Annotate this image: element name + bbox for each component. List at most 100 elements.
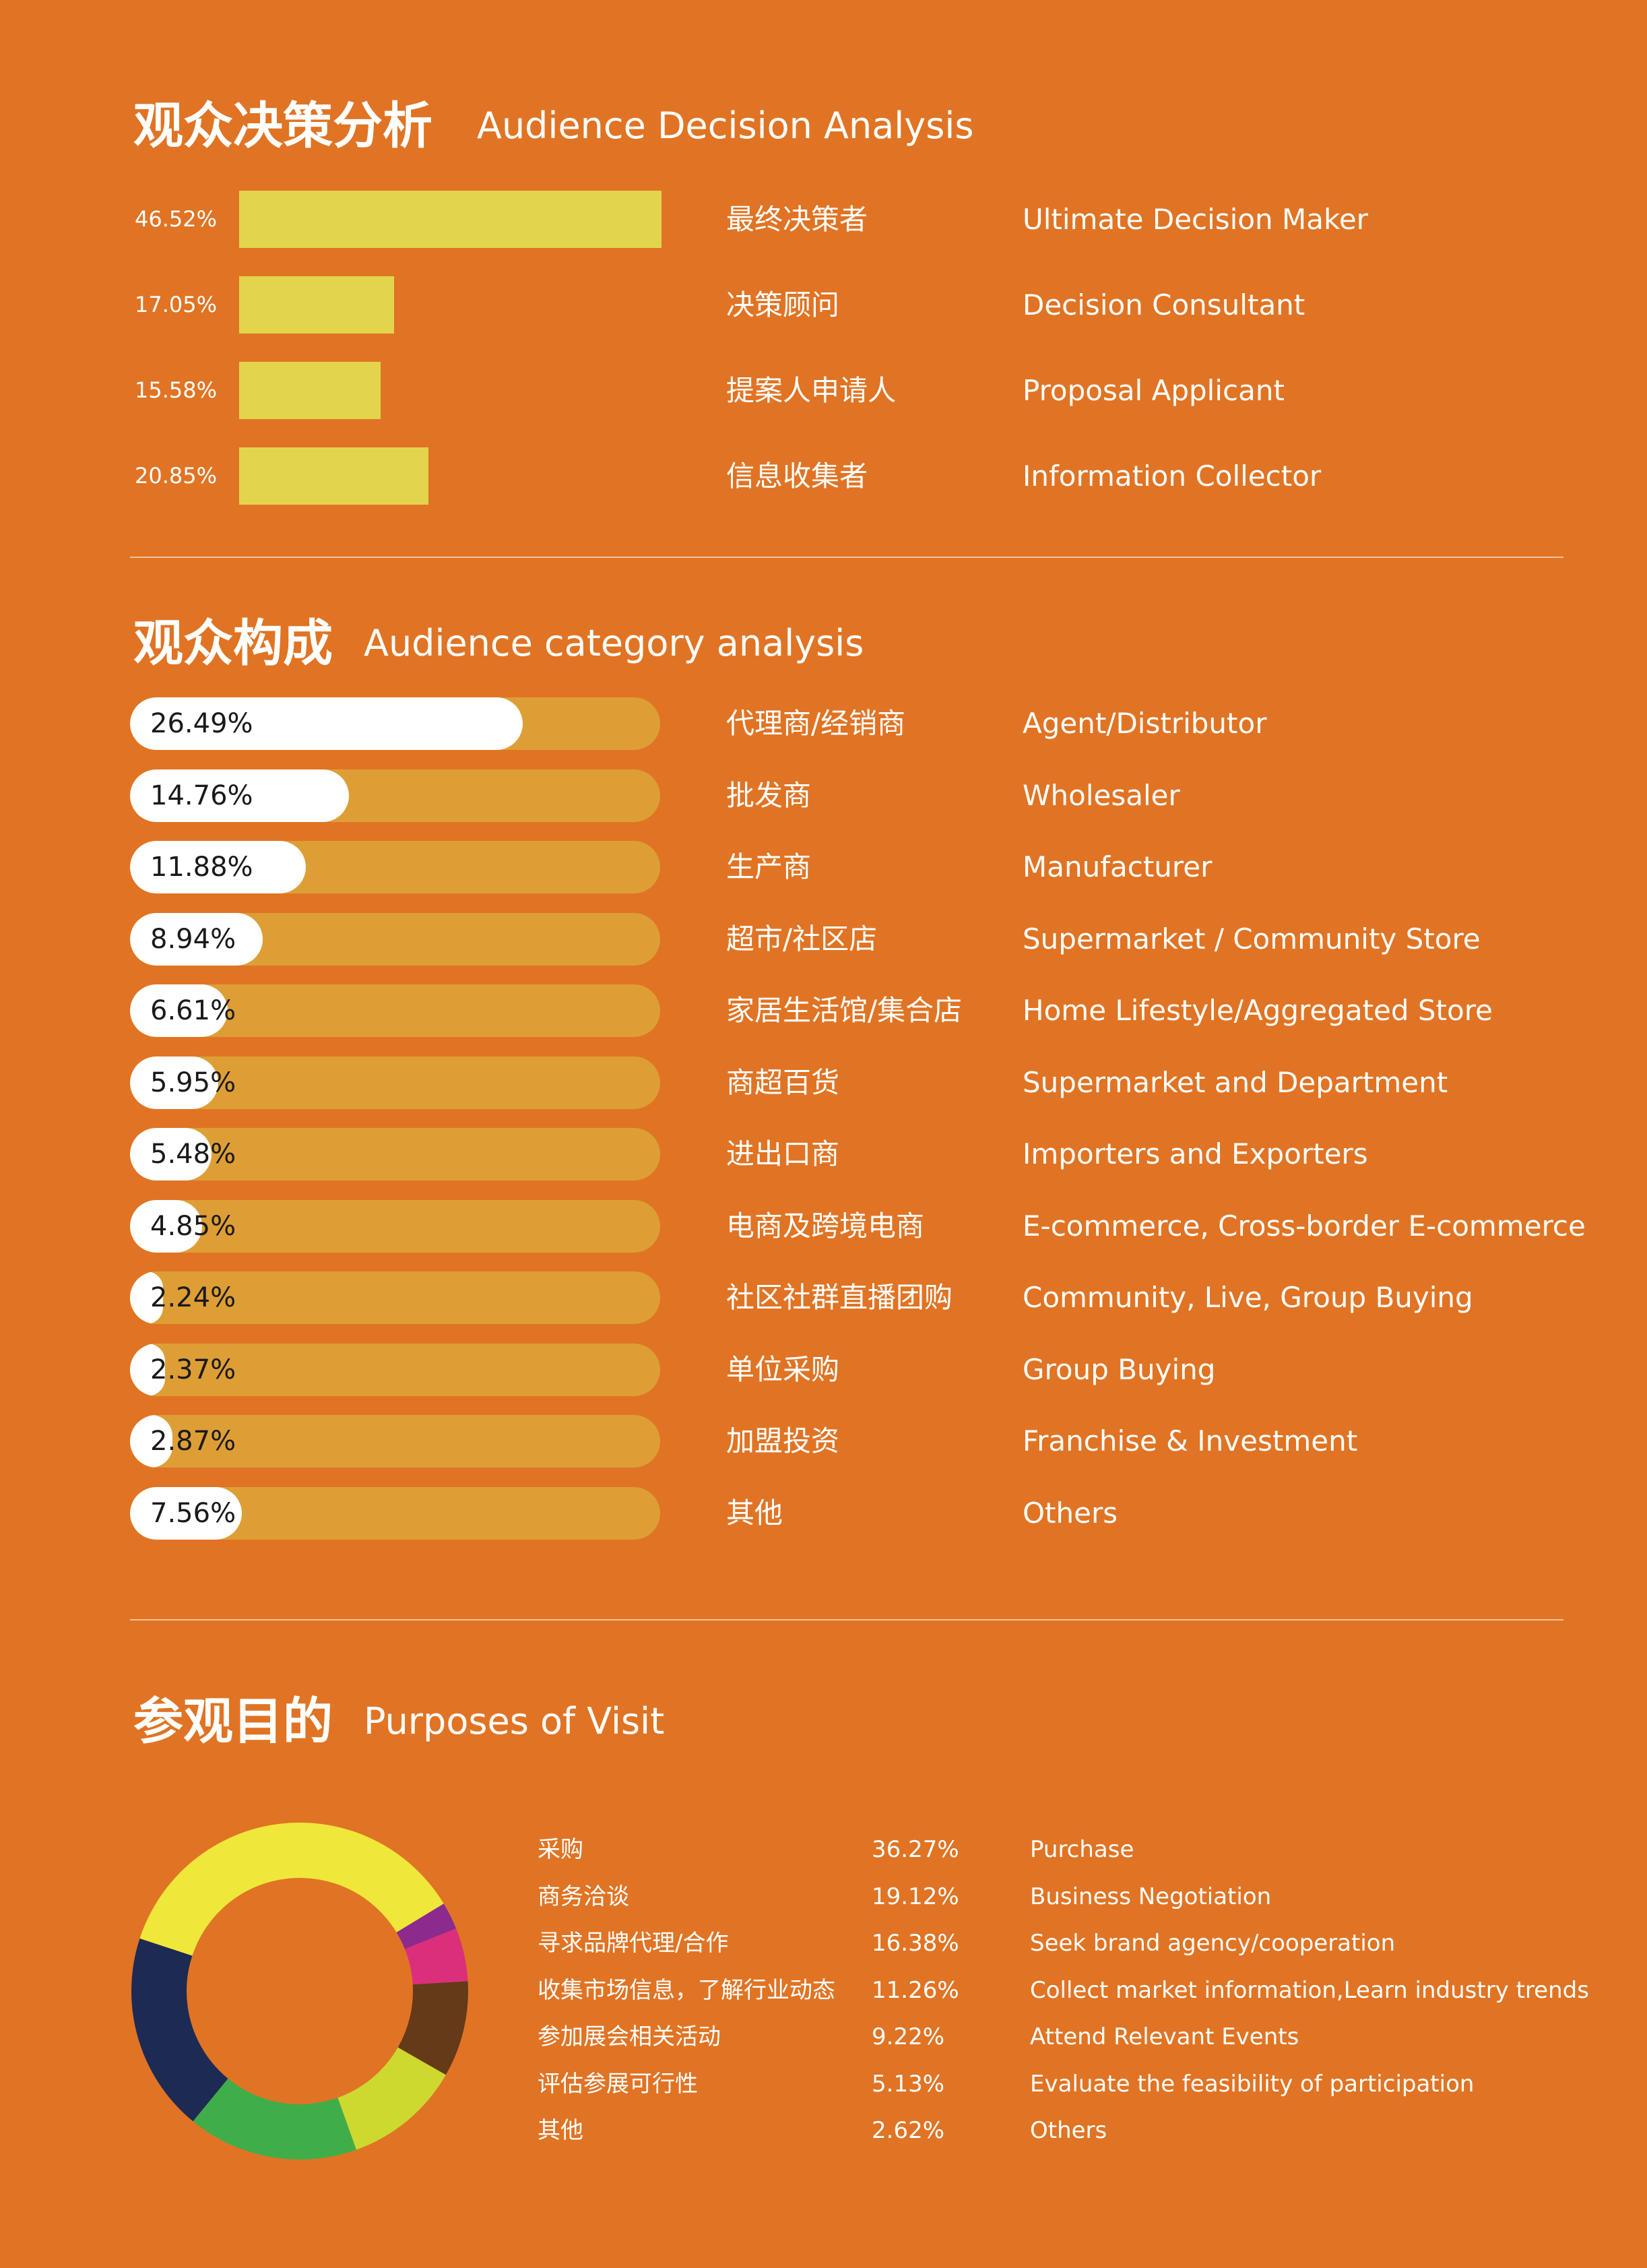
category-bar-track: 14.76% [130,769,660,822]
category-bar-track: 7.56% [130,1487,660,1540]
purpose-label-en: Attend Relevant Events [1030,2023,1299,2050]
category-label-en: Supermarket / Community Store [1023,922,1481,955]
category-bar-track: 8.94% [130,913,660,966]
category-label-cn: 商超百货 [726,1066,840,1099]
category-bar-fill [130,984,228,1037]
purpose-percent: 11.26% [872,1977,959,2004]
purpose-label-en: Collect market information,Learn industr… [1030,1977,1589,2004]
donut-slice [397,1981,468,2075]
purpose-label-cn: 寻求品牌代理/合作 [538,1930,729,1957]
purpose-label-en: Others [1030,2117,1107,2144]
category-bar-fill [130,1200,202,1253]
decision-label-en: Ultimate Decision Maker [1023,203,1368,236]
category-label-en: Home Lifestyle/Aggregated Store [1023,994,1493,1027]
category-bar-track: 4.85% [130,1200,660,1253]
category-bar-fill [130,1487,242,1540]
category-bar-track: 2.37% [130,1344,660,1396]
section3-title-en: Purposes of Visit [364,1700,665,1742]
category-percent-label: 5.48% [150,1139,236,1170]
purpose-label-cn: 采购 [538,1836,583,1863]
category-label-cn: 生产商 [726,850,812,883]
decision-bar [239,362,381,419]
purpose-label-en: Seek brand agency/cooperation [1030,1930,1396,1957]
category-bar-fill [130,841,306,893]
category-bar-fill [130,1344,165,1396]
purpose-label-en: Evaluate the feasibility of participatio… [1030,2071,1475,2098]
purpose-label-en: Business Negotiation [1030,1883,1272,1910]
purpose-percent: 2.62% [872,2117,945,2144]
category-label-en: Community, Live, Group Buying [1023,1281,1473,1314]
section1-title-en: Audience Decision Analysis [477,104,974,147]
purpose-label-cn: 评估参展可行性 [538,2071,698,2098]
category-bar-fill [130,697,523,750]
purpose-label-cn: 参加展会相关活动 [538,2023,721,2050]
category-label-cn: 其他 [726,1497,783,1530]
category-percent-label: 14.76% [150,780,253,811]
category-percent-label: 8.94% [150,924,236,955]
category-percent-label: 2.37% [150,1354,236,1385]
category-bar-fill [130,1128,212,1180]
decision-percent-label: 15.58% [135,377,218,403]
divider [130,557,1563,558]
category-label-cn: 进出口商 [726,1137,840,1170]
category-bar-fill [130,1271,163,1324]
category-percent-label: 2.87% [150,1426,236,1457]
purposes-donut-chart [131,1823,468,2160]
category-bar-track: 5.48% [130,1128,660,1180]
category-bar-fill [130,1415,172,1468]
category-percent-label: 5.95% [150,1067,236,1098]
decision-bar [239,191,661,248]
section1-title-cn: 观众决策分析 [133,97,432,155]
category-percent-label: 26.49% [150,708,253,739]
category-label-cn: 社区社群直播团购 [726,1281,953,1314]
section3-title-cn: 参观目的 [133,1693,333,1751]
decision-label-cn: 最终决策者 [726,203,868,236]
category-label-en: Group Buying [1023,1353,1216,1386]
category-bar-track: 5.95% [130,1057,660,1109]
purpose-label-cn: 商务洽谈 [538,1883,629,1910]
donut-slice [404,1928,468,1985]
category-percent-label: 4.85% [150,1211,236,1242]
purpose-percent: 36.27% [872,1836,959,1863]
donut-slice [193,2078,356,2160]
decision-label-en: Information Collector [1023,460,1322,493]
decision-label-cn: 提案人申请人 [726,374,897,407]
category-bar-track: 2.87% [130,1415,660,1468]
category-label-en: Franchise & Investment [1023,1424,1358,1457]
category-bar-track: 6.61% [130,984,660,1037]
category-label-cn: 加盟投资 [726,1424,840,1457]
category-label-en: Others [1023,1497,1118,1530]
purpose-label-en: Purchase [1030,1836,1134,1863]
decision-percent-label: 20.85% [135,463,218,489]
purpose-label-cn: 收集市场信息，了解行业动态 [538,1977,835,2004]
decision-percent-label: 46.52% [135,206,218,232]
category-label-cn: 代理商/经销商 [726,707,906,740]
category-bar-track: 26.49% [130,697,660,750]
category-bar-fill [130,769,349,822]
decision-label-en: Decision Consultant [1023,288,1305,321]
category-label-en: E-commerce, Cross-border E-commerce [1023,1209,1586,1242]
donut-slice [337,2047,446,2150]
category-percent-label: 2.24% [150,1282,236,1313]
category-percent-label: 6.61% [150,995,236,1026]
donut-slice [131,1938,228,2122]
category-label-en: Supermarket and Department [1023,1066,1448,1099]
donut-slice [139,1823,444,1956]
category-label-cn: 单位采购 [726,1353,840,1386]
section2-title-cn: 观众构成 [133,615,333,672]
purpose-percent: 9.22% [872,2023,945,2050]
category-bar-track: 2.24% [130,1271,660,1324]
decision-bar [239,276,394,334]
divider [130,1619,1563,1620]
purpose-percent: 16.38% [872,1930,959,1957]
section2-title-en: Audience category analysis [364,622,864,664]
category-bar-fill [130,913,263,966]
purpose-percent: 19.12% [872,1883,959,1910]
decision-label-cn: 信息收集者 [726,460,868,493]
decision-percent-label: 17.05% [135,292,218,317]
category-label-en: Manufacturer [1023,850,1213,883]
category-label-cn: 家居生活馆/集合店 [726,994,963,1027]
category-label-en: Agent/Distributor [1023,707,1267,740]
category-label-en: Wholesaler [1023,779,1180,812]
decision-label-cn: 决策顾问 [726,288,840,321]
